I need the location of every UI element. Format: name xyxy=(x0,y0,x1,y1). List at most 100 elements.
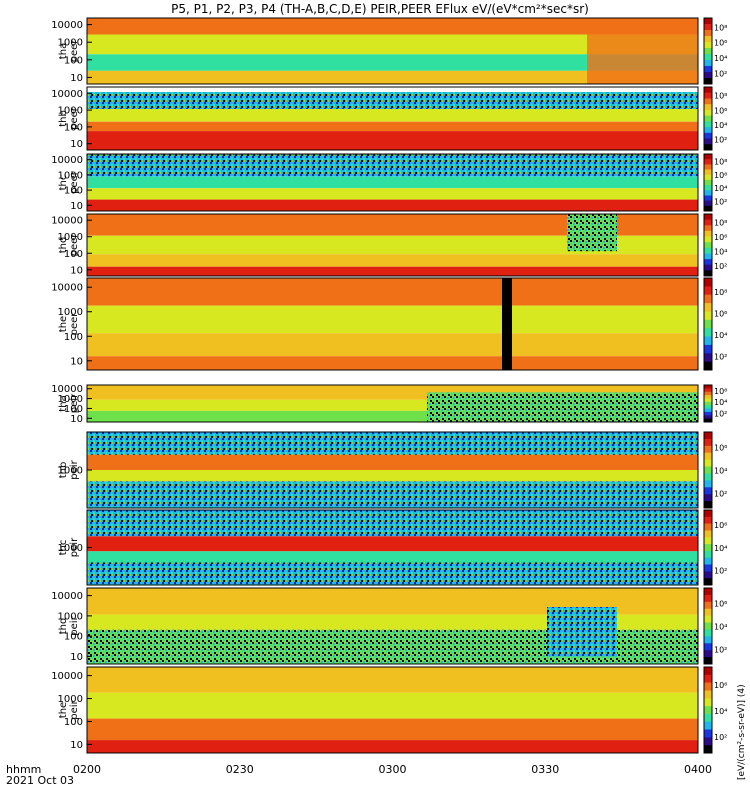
colorbar-swatch xyxy=(704,588,712,596)
spectrogram-band xyxy=(567,214,617,252)
spectrogram-band xyxy=(87,199,698,211)
spectrogram-band xyxy=(87,92,698,109)
panel-species-label: peir xyxy=(69,393,80,413)
colorbar: 10⁸ 10⁶ 10⁴ 10² xyxy=(703,277,727,371)
colorbar-swatch xyxy=(704,510,712,518)
colorbar-swatch xyxy=(704,132,712,139)
colorbar-frame xyxy=(703,587,713,665)
colorbar-tick-label: 10⁸ xyxy=(714,288,727,297)
colorbar: 10⁸ 10⁶ 10⁴ 10² xyxy=(703,213,727,277)
spectrogram-band xyxy=(87,70,698,84)
colorbar-swatch xyxy=(704,36,712,43)
panel-species-label: peir xyxy=(69,459,80,479)
colorbar-tick-label: 10² xyxy=(714,197,727,206)
y-tick-label: 10 xyxy=(70,201,83,212)
panel-probe-label: thd xyxy=(58,618,69,635)
colorbar-tick-label: 10⁴ xyxy=(714,623,727,632)
y-tick-label: 1000 xyxy=(58,38,83,49)
spectrogram-band xyxy=(87,614,698,630)
panel-probe-label: the xyxy=(58,702,69,718)
colorbar-swatch xyxy=(704,706,712,715)
colorbar-swatch xyxy=(704,452,712,461)
colorbar-swatch xyxy=(704,60,712,67)
x-tick-label: 0400 xyxy=(684,763,712,776)
colorbar-swatch xyxy=(704,667,712,676)
colorbar-unit-label: [eV/(cm²-s-sr-eV)] (4) xyxy=(737,684,747,780)
y-tick-label: 10000 xyxy=(51,591,83,602)
colorbar-tick-label: 10⁶ xyxy=(714,521,727,530)
colorbar-swatch xyxy=(704,253,712,260)
colorbar-tick-label: 10⁸ xyxy=(714,23,727,32)
colorbar-swatch xyxy=(704,690,712,699)
colorbar-swatch xyxy=(704,391,712,396)
y-tick-label: 10000 xyxy=(51,216,83,227)
colorbar-swatch xyxy=(704,516,712,525)
colorbar-swatch xyxy=(704,264,712,271)
colorbar-swatch xyxy=(704,405,712,410)
y-tick-label: 10 xyxy=(70,414,83,425)
colorbar-swatch xyxy=(704,438,712,447)
spectrogram-band xyxy=(87,481,698,508)
colorbar-swatch xyxy=(704,286,712,296)
colorbar-swatch xyxy=(704,501,712,509)
colorbar-tick-label: 10² xyxy=(714,567,727,576)
colorbar-tick-label: 10⁴ xyxy=(714,707,727,716)
x-tick-label: 0330 xyxy=(531,763,559,776)
colorbar-tick-label: 10² xyxy=(714,262,727,271)
spectrogram-band xyxy=(87,718,698,741)
y-tick-label: 10000 xyxy=(51,20,83,31)
panel-species-label: peer xyxy=(69,170,80,194)
colorbar-frame xyxy=(703,666,713,754)
y-tick-label: 10 xyxy=(70,652,83,663)
colorbar-swatch xyxy=(704,87,712,94)
colorbar-swatch xyxy=(704,629,712,637)
colorbar: 10⁸ 10⁶ 10⁴ 10² xyxy=(703,17,727,85)
spectrogram-band xyxy=(87,510,698,537)
colorbar-swatch xyxy=(704,494,712,502)
colorbar-tick-label: 10² xyxy=(714,352,727,361)
colorbar-swatch xyxy=(704,225,712,232)
colorbar-swatch xyxy=(704,190,712,196)
colorbar-swatch xyxy=(704,622,712,630)
y-tick-label: 100 xyxy=(64,332,83,343)
colorbar-frame xyxy=(703,86,713,151)
spectrogram-band xyxy=(87,121,698,132)
colorbar-swatch xyxy=(704,411,712,416)
y-tick-label: 100 xyxy=(64,186,83,197)
colorbar-tick-label: 10⁶ xyxy=(714,599,727,608)
colorbar-tick-label: 10⁴ xyxy=(714,467,727,476)
spectrogram-band xyxy=(87,551,698,563)
colorbar-swatch xyxy=(704,242,712,249)
colorbar-swatch xyxy=(704,115,712,122)
spectrogram-panel-the-peer: the peer 10000 1000 100 10 10⁸ 10⁶ 10⁴ 10² xyxy=(51,277,727,371)
y-tick-label: 10000 xyxy=(51,283,83,294)
colorbar-tick-label: 10⁴ xyxy=(714,121,727,130)
colorbar-swatch xyxy=(704,636,712,644)
panel-frame xyxy=(86,17,699,85)
colorbar-swatch xyxy=(704,138,712,145)
colorbar-swatch xyxy=(704,328,712,338)
x-tick-label: 0200 xyxy=(73,763,101,776)
colorbar-tick-label: 10⁶ xyxy=(714,171,727,180)
panel-probe-label: thd xyxy=(58,237,69,254)
spectrogram-band xyxy=(87,109,698,122)
colorbar-tick-label: 10⁴ xyxy=(714,184,727,193)
spectrogram-band xyxy=(87,432,698,455)
colorbar-swatch xyxy=(704,615,712,623)
colorbar-swatch xyxy=(704,205,712,212)
y-tick-label: 1000 xyxy=(58,694,83,705)
colorbar-swatch xyxy=(704,594,712,603)
colorbar-swatch xyxy=(704,214,712,221)
panel-species-label: peir xyxy=(69,699,80,719)
y-tick-label: 100 xyxy=(64,632,83,643)
colorbar-swatch xyxy=(704,66,712,73)
colorbar-swatch xyxy=(704,18,712,25)
x-tick-label: 0300 xyxy=(379,763,407,776)
colorbar-swatch xyxy=(704,713,712,723)
colorbar-swatch xyxy=(704,737,712,746)
colorbar-tick-label: 10² xyxy=(714,490,727,499)
panel-probe-label: thc xyxy=(58,540,69,556)
colorbar-swatch xyxy=(704,336,712,346)
